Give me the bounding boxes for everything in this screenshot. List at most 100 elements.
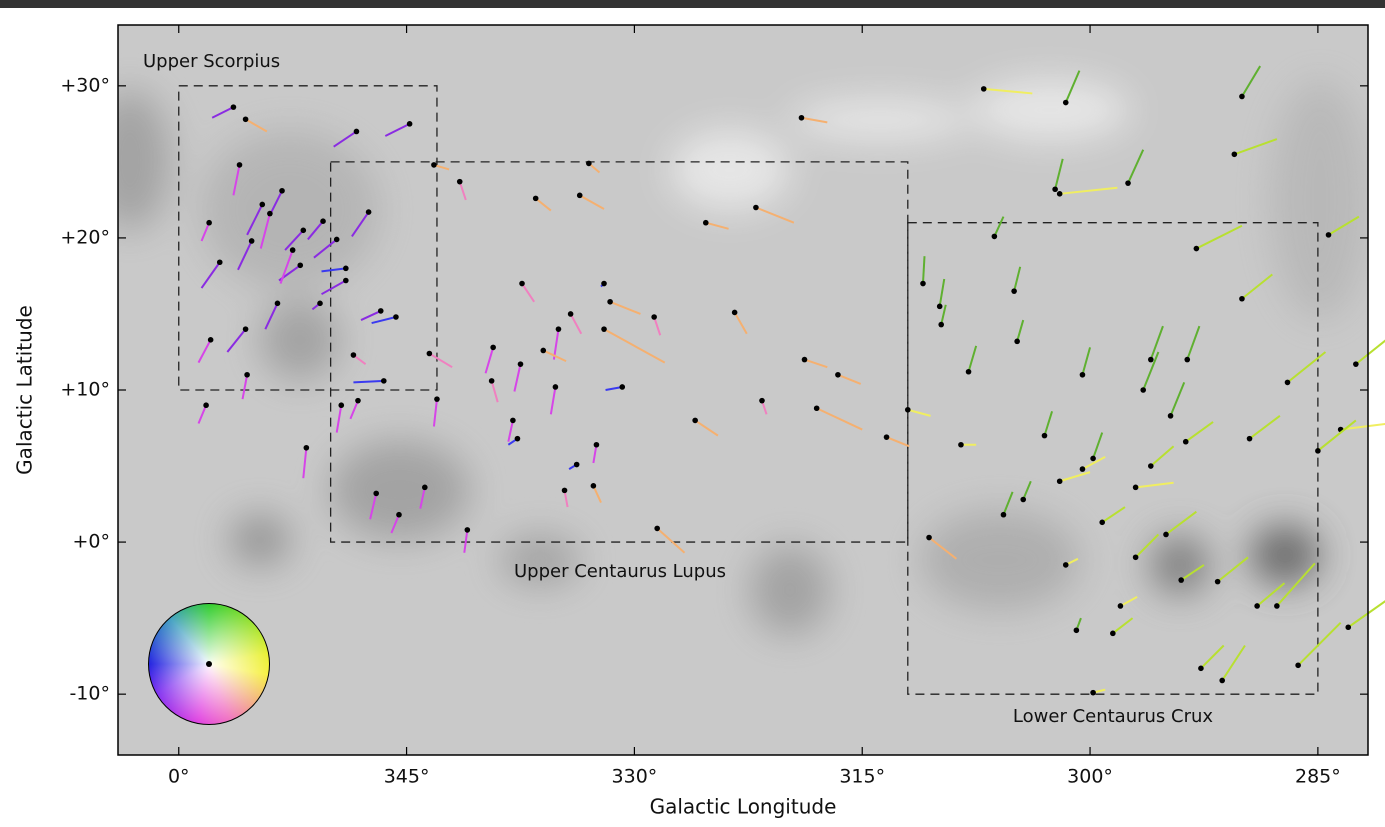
star [601, 281, 607, 287]
star [1183, 439, 1189, 445]
star [1090, 690, 1096, 696]
star [1140, 387, 1146, 393]
star [1063, 562, 1069, 568]
x-tick-label: 0° [168, 766, 190, 788]
star [1184, 357, 1190, 363]
star [510, 418, 516, 424]
star [489, 378, 495, 384]
star [601, 326, 607, 332]
star [1254, 603, 1260, 609]
star [1074, 627, 1080, 633]
x-tick-label: 300° [1067, 766, 1113, 788]
page: Upper ScorpiusUpper Centaurus LupusLower… [0, 0, 1385, 827]
star [338, 402, 344, 408]
x-tick-label: 330° [612, 766, 658, 788]
star [217, 259, 223, 265]
region-label: Lower Centaurus Crux [1013, 706, 1213, 727]
star [304, 445, 310, 451]
star [540, 348, 546, 354]
star [556, 326, 562, 332]
star [259, 202, 265, 208]
star [243, 116, 249, 122]
star [1345, 624, 1351, 630]
star [317, 301, 323, 307]
star [208, 337, 214, 343]
star [1239, 296, 1245, 302]
x-axis-title: Galactic Longitude [650, 795, 837, 819]
region-label: Upper Scorpius [143, 51, 280, 72]
star [958, 442, 964, 448]
star [1099, 520, 1105, 526]
star [802, 357, 808, 363]
star [381, 378, 387, 384]
star [607, 299, 613, 305]
star [434, 396, 440, 402]
star [703, 220, 709, 226]
star [553, 384, 559, 390]
star [354, 129, 360, 135]
star [591, 483, 597, 489]
star [1014, 339, 1020, 345]
star [320, 218, 326, 224]
star [1063, 100, 1069, 106]
star [1219, 678, 1225, 684]
star [407, 121, 413, 127]
star [519, 281, 525, 287]
star [1118, 603, 1124, 609]
star [1353, 361, 1359, 367]
star [1215, 579, 1221, 585]
star [1295, 662, 1301, 668]
star [732, 310, 738, 316]
star [651, 314, 657, 320]
y-tick-label: +30° [60, 74, 110, 96]
star [1315, 448, 1321, 454]
star [753, 205, 759, 211]
star [373, 491, 379, 497]
y-tick-label: +10° [60, 379, 110, 401]
star [692, 418, 698, 424]
star [378, 308, 384, 314]
star [243, 326, 249, 332]
star [1125, 180, 1131, 186]
star [619, 384, 625, 390]
star [1285, 380, 1291, 386]
star [290, 247, 296, 253]
star [231, 104, 237, 110]
star [1011, 288, 1017, 294]
star [926, 535, 932, 541]
star [1110, 631, 1116, 637]
star [920, 281, 926, 287]
star [244, 372, 250, 378]
star [1194, 246, 1200, 252]
star [366, 209, 372, 215]
star [515, 436, 521, 442]
star [1080, 372, 1086, 378]
star [1133, 485, 1139, 491]
star [457, 179, 463, 185]
star [1001, 512, 1007, 518]
star [594, 442, 600, 448]
star [1198, 666, 1204, 672]
star [1163, 532, 1169, 538]
star [490, 345, 496, 351]
star [1326, 232, 1332, 238]
direction-color-wheel [148, 603, 270, 725]
star [533, 196, 539, 202]
star [799, 115, 805, 121]
star [343, 266, 349, 272]
star [1080, 466, 1086, 472]
star [938, 322, 944, 328]
star [1274, 603, 1280, 609]
star [275, 301, 281, 307]
star [203, 402, 209, 408]
star [206, 220, 212, 226]
star [966, 369, 972, 375]
background-map [90, 25, 1370, 755]
top-bar [0, 0, 1385, 8]
x-tick-label: 345° [384, 766, 430, 788]
star [814, 405, 820, 411]
y-axis-title: Galactic Latitude [13, 305, 37, 475]
star [237, 162, 243, 168]
star [884, 434, 890, 440]
star [1057, 191, 1063, 197]
